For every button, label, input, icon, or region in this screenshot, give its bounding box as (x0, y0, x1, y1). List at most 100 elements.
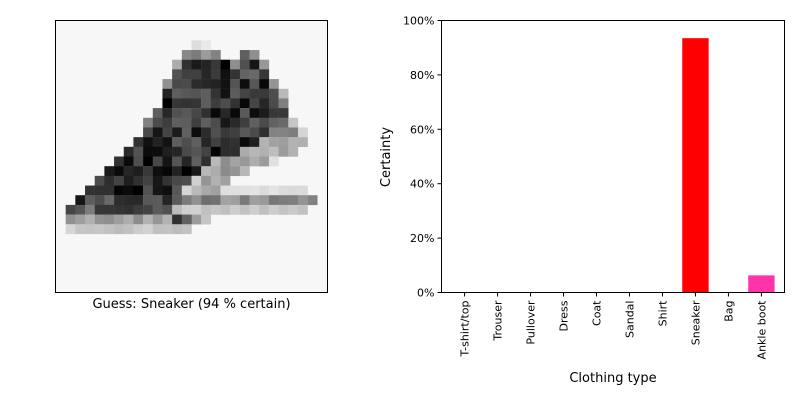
image-pixel (162, 204, 173, 215)
image-pixel (239, 137, 250, 148)
image-pixel (143, 175, 153, 186)
image-pixel (278, 195, 289, 206)
image-pixel (201, 166, 212, 177)
image-pixel (162, 117, 173, 128)
image-pixel (230, 204, 241, 215)
image-pixel (307, 195, 318, 206)
image-pixel (268, 156, 279, 167)
image-pixel (230, 108, 241, 118)
image-pixel (191, 69, 202, 80)
image-pixel (172, 98, 183, 109)
image-pixel (249, 137, 260, 148)
image-pixel (191, 108, 202, 118)
x-tick-label: Sneaker (689, 300, 702, 345)
image-pixel (181, 185, 192, 196)
image-pixel (220, 137, 231, 148)
image-pixel (239, 59, 250, 70)
image-pixel (85, 214, 95, 225)
image-pixel (152, 214, 163, 225)
image-pixel (239, 185, 250, 196)
image-pixel (230, 137, 241, 148)
image-pixel (162, 175, 173, 186)
image-pixel (181, 146, 192, 157)
image-pixel (230, 117, 241, 128)
image-pixel (172, 88, 183, 99)
image-pixel (133, 185, 144, 196)
image-pixel (191, 117, 202, 128)
image-pixel (259, 79, 270, 89)
image-pixel (268, 117, 279, 128)
image-pixel (259, 195, 270, 206)
image-pixel (297, 204, 308, 215)
image-pixel (123, 224, 134, 235)
y-tick-label: 40% (410, 178, 434, 191)
image-pixel (278, 127, 289, 138)
image-pixel (259, 108, 270, 118)
image-pixel (210, 146, 221, 157)
image-pixel (278, 88, 289, 99)
image-pixel (268, 146, 279, 157)
image-pixel (201, 137, 212, 148)
image-pixel (249, 156, 260, 167)
image-pixel (210, 88, 221, 99)
image-pixel (210, 59, 221, 70)
image-pixel (201, 79, 212, 89)
image-pixel (210, 166, 221, 177)
image-pixel (191, 204, 202, 215)
image-pixel (220, 127, 231, 138)
image-pixel (162, 79, 173, 89)
image-pixel (201, 214, 212, 225)
image-pixel (104, 204, 115, 215)
image-pixel (85, 195, 95, 206)
y-tick-label: 20% (410, 232, 434, 245)
image-pixel (201, 127, 212, 138)
image-pixel (123, 146, 134, 157)
image-pixel (220, 108, 231, 118)
image-pixel (172, 137, 183, 148)
image-pixel (191, 59, 202, 70)
image-pixel (249, 88, 260, 99)
image-pixel (201, 98, 212, 109)
image-pixel (201, 156, 212, 167)
image-pixel (85, 224, 95, 235)
image-pixel (268, 195, 279, 206)
image-pixel (249, 59, 260, 70)
image-pixel (201, 204, 212, 215)
image-pixel (268, 108, 279, 118)
image-pixel (143, 166, 153, 177)
image-pixel (288, 137, 299, 148)
image-pixel (133, 195, 144, 206)
image-pixel (152, 108, 163, 118)
image-pixel (210, 156, 221, 167)
image-pixel (181, 127, 192, 138)
image-pixel (201, 185, 212, 196)
image-pixel (152, 195, 163, 206)
image-pixel (268, 127, 279, 138)
image-pixel (162, 146, 173, 157)
image-pixel (181, 156, 192, 167)
image-pixel (143, 146, 153, 157)
image-pixel (268, 204, 279, 215)
image-pixel (172, 204, 183, 215)
image-pixel (181, 175, 192, 186)
image-pixel (220, 175, 231, 186)
image-pixel (191, 214, 202, 225)
x-tick-label: Shirt (656, 300, 669, 327)
y-axis: 0% 20% 40% 60% 80% 100% (403, 15, 442, 300)
image-pixel (259, 88, 270, 99)
image-pixel (172, 127, 183, 138)
image-pixel (133, 146, 144, 157)
image-pixel (104, 224, 115, 235)
image-pixel (191, 195, 202, 206)
image-pixel (259, 98, 270, 109)
image-pixel (133, 175, 144, 186)
image-pixel (181, 137, 192, 148)
image-pixel (268, 185, 279, 196)
image-pixel (230, 69, 241, 80)
image-pixel (201, 50, 212, 60)
image-pixel (94, 204, 105, 215)
image-pixel (152, 166, 163, 177)
image-pixel (191, 40, 202, 51)
image-pixel (143, 195, 153, 206)
image-pixel (172, 117, 183, 128)
